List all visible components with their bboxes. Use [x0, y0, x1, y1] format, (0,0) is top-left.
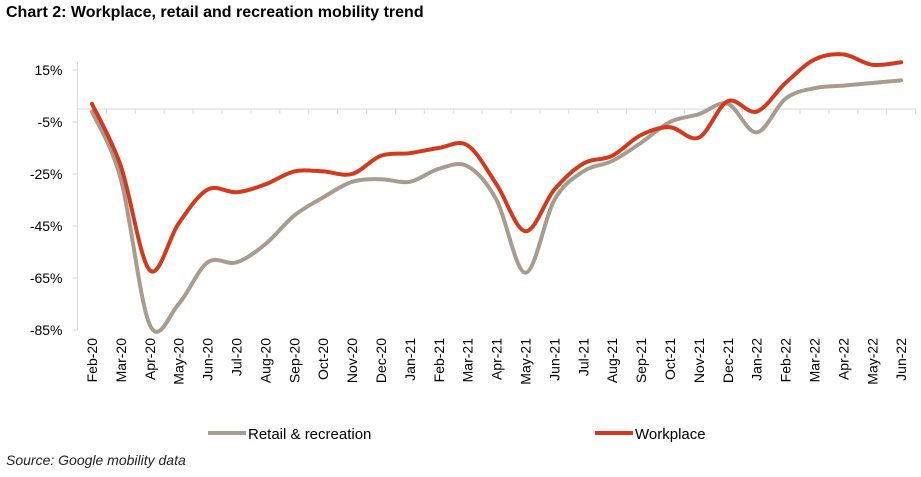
- source-note: Source: Google mobility data: [6, 452, 186, 468]
- x-tick-label: Feb-22: [778, 338, 794, 383]
- legend-label-workplace: Workplace: [635, 426, 706, 443]
- x-tick-label: Dec-20: [373, 338, 389, 383]
- y-tick-label: -5%: [38, 114, 63, 130]
- x-tick-label: Jul-21: [575, 338, 591, 376]
- x-tick-label: Jun-20: [200, 338, 216, 381]
- x-tick-label: Jan-21: [402, 338, 418, 381]
- x-tick-label: Jul-20: [228, 338, 244, 376]
- y-tick-label: -25%: [30, 166, 63, 182]
- x-tick-label: Jan-22: [749, 338, 765, 381]
- x-tick-label: Apr-22: [835, 338, 851, 380]
- series-line-retail-recreation: [89, 78, 904, 334]
- x-tick-label: Dec-21: [720, 338, 736, 383]
- x-tick-label: Feb-20: [84, 338, 100, 383]
- x-tick-label: Nov-20: [344, 338, 360, 383]
- x-tick-label: May-20: [171, 338, 187, 385]
- x-tick-label: Mar-22: [806, 338, 822, 383]
- x-tick-label: May-21: [517, 338, 533, 385]
- x-tick-label: Apr-21: [489, 338, 505, 380]
- x-tick-label: Aug-21: [604, 338, 620, 383]
- y-tick-label: -65%: [30, 270, 63, 286]
- legend-label-retail-recreation: Retail & recreation: [248, 426, 371, 443]
- x-tick-label: May-22: [864, 338, 880, 385]
- x-tick-label: Mar-21: [460, 338, 476, 383]
- y-tick-label: -85%: [30, 322, 63, 338]
- series-line-workplace: [89, 52, 904, 274]
- chart-title: Chart 2: Workplace, retail and recreatio…: [6, 4, 424, 21]
- y-tick-label: 15%: [34, 62, 62, 78]
- x-tick-label: Jun-21: [546, 338, 562, 381]
- x-tick-label: Mar-20: [113, 338, 129, 383]
- x-tick-label: Jun-22: [893, 338, 909, 381]
- x-tick-label: Apr-20: [142, 338, 158, 380]
- x-tick-label: Nov-21: [691, 338, 707, 383]
- x-tick-label: Aug-20: [257, 338, 273, 383]
- x-tick-label: Oct-20: [315, 338, 331, 380]
- y-tick-label: -45%: [30, 218, 63, 234]
- x-tick-label: Sep-20: [286, 338, 302, 383]
- x-tick-label: Feb-21: [431, 338, 447, 383]
- x-tick-label: Oct-21: [662, 338, 678, 380]
- x-tick-label: Sep-21: [633, 338, 649, 383]
